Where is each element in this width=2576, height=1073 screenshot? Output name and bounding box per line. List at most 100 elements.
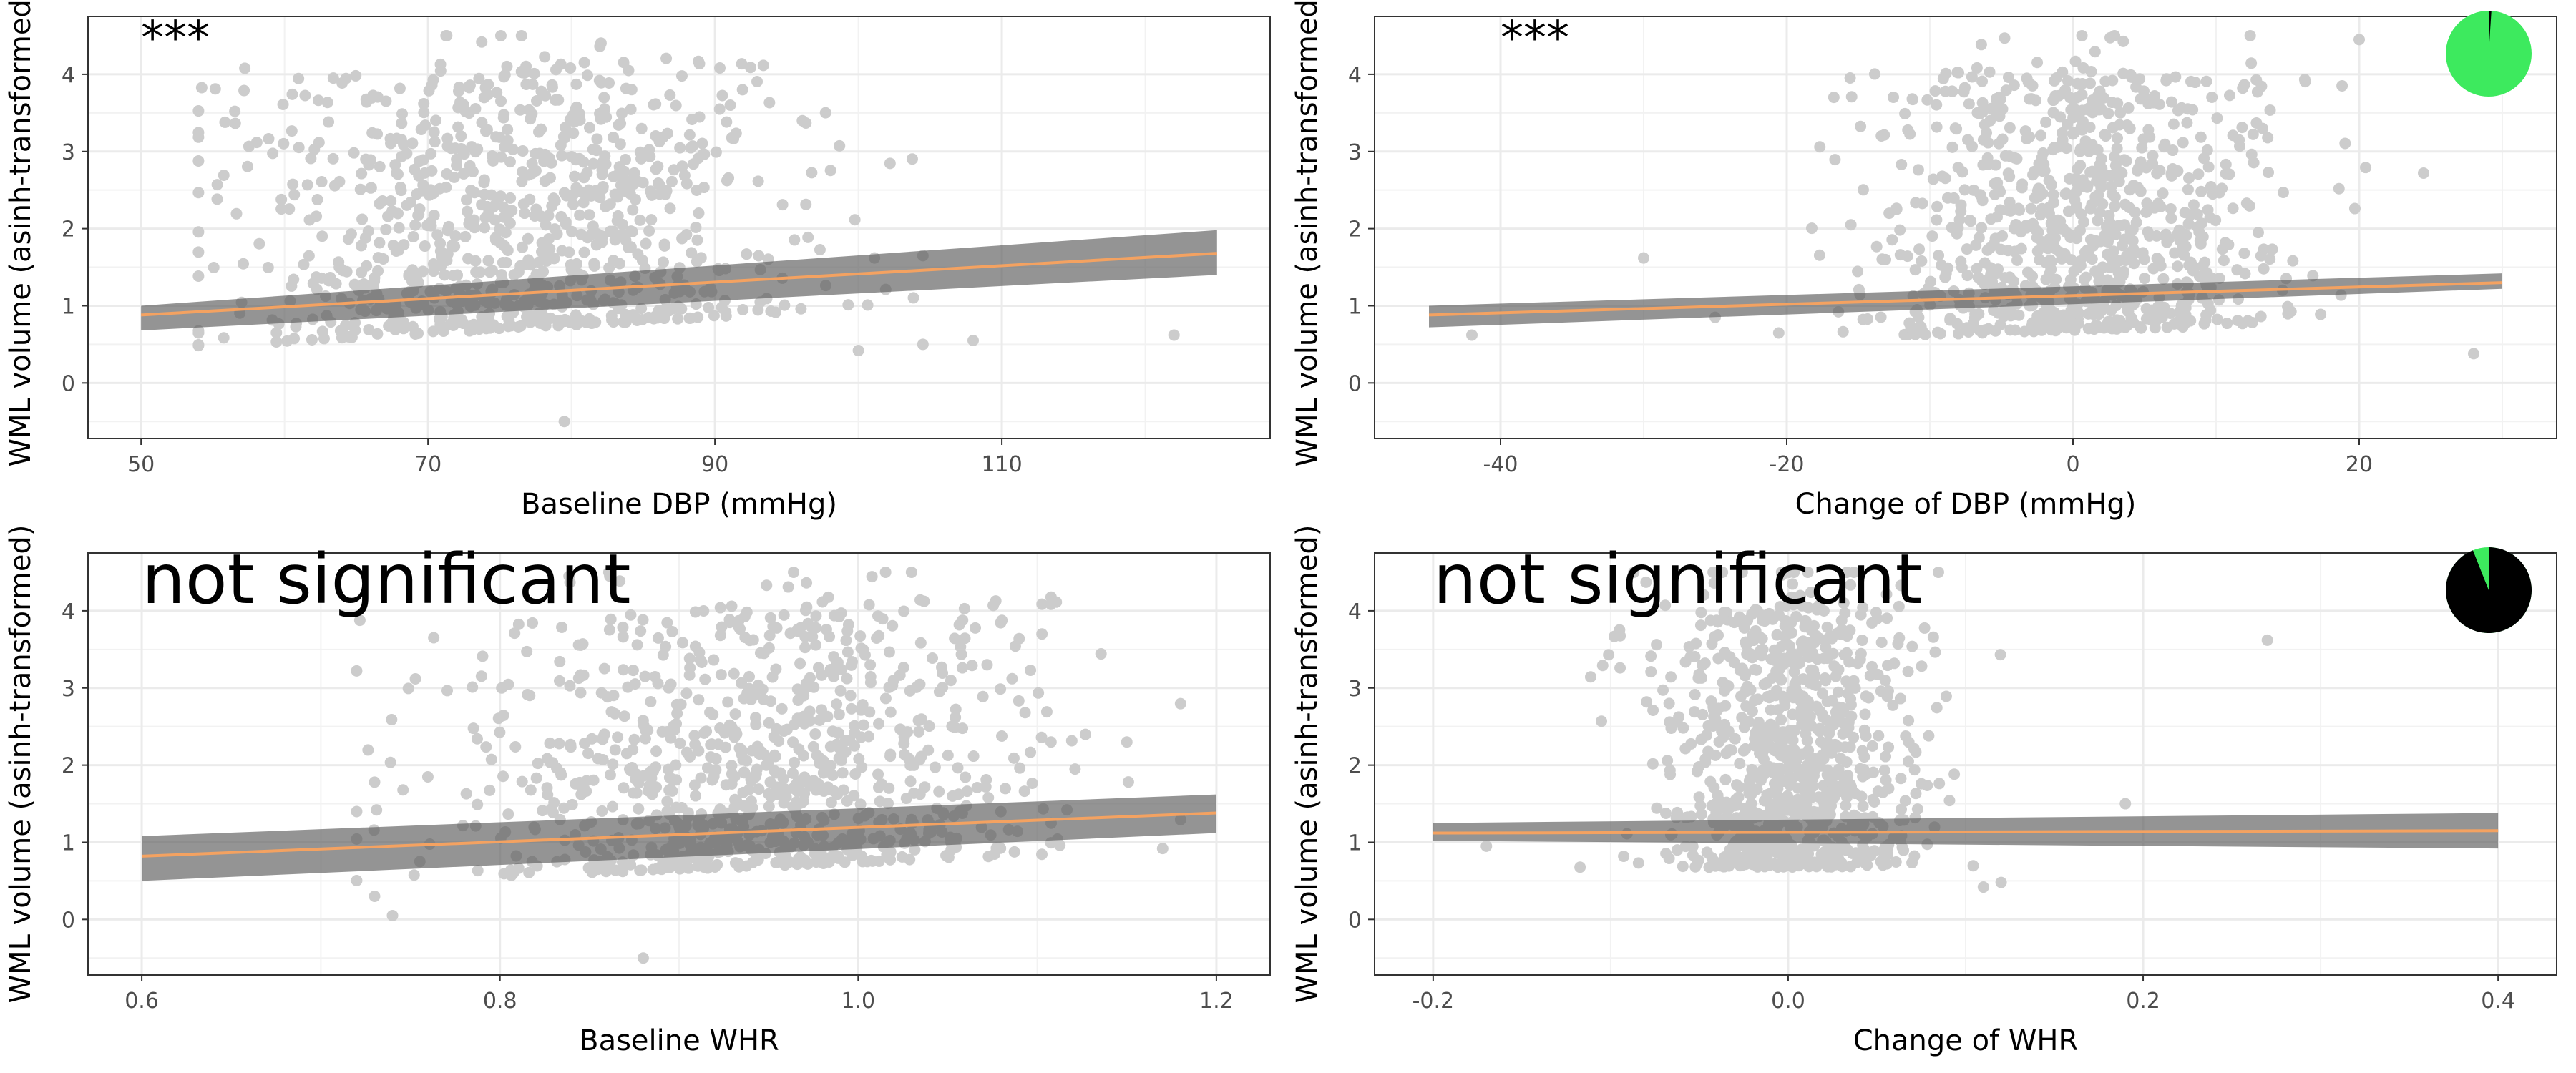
data-point bbox=[587, 143, 599, 155]
data-point bbox=[1822, 736, 1834, 748]
data-point bbox=[305, 152, 317, 165]
data-point bbox=[2261, 634, 2273, 646]
data-point bbox=[670, 99, 682, 112]
data-point bbox=[374, 197, 386, 210]
data-point bbox=[441, 685, 454, 697]
significance-annotation: *** bbox=[1501, 12, 1569, 65]
data-point bbox=[1736, 712, 1748, 724]
data-point bbox=[1907, 94, 1919, 106]
data-point bbox=[1480, 840, 1493, 852]
data-point bbox=[1875, 685, 1887, 697]
data-point bbox=[539, 51, 551, 63]
data-point bbox=[1835, 753, 1847, 765]
data-point bbox=[1848, 566, 1860, 578]
data-point bbox=[703, 302, 715, 314]
data-point bbox=[1730, 779, 1742, 791]
data-point bbox=[575, 788, 587, 800]
data-point bbox=[933, 785, 945, 798]
data-point bbox=[2026, 270, 2039, 283]
data-point bbox=[1699, 657, 1711, 670]
data-point bbox=[377, 253, 389, 265]
data-point bbox=[845, 659, 857, 671]
data-point bbox=[2012, 202, 2024, 215]
data-point bbox=[363, 323, 375, 335]
data-point bbox=[1875, 637, 1888, 649]
data-point bbox=[799, 717, 811, 730]
data-point bbox=[2145, 314, 2157, 326]
data-point bbox=[615, 170, 627, 182]
data-point bbox=[1812, 723, 1824, 735]
data-point bbox=[2114, 119, 2126, 131]
data-point bbox=[765, 790, 777, 803]
data-point bbox=[2211, 313, 2223, 325]
data-point bbox=[689, 640, 701, 652]
data-point bbox=[2187, 104, 2199, 116]
data-point bbox=[464, 160, 476, 172]
panel-1: 0 1 2 3 4 50 70 90 110 Baseline DBP (mmHg) WML vol… bbox=[4, 0, 1271, 521]
data-point bbox=[2157, 273, 2170, 285]
data-point bbox=[2078, 216, 2090, 228]
data-point bbox=[2287, 255, 2299, 267]
data-point bbox=[316, 230, 328, 242]
data-point bbox=[404, 196, 416, 208]
data-point bbox=[864, 659, 877, 671]
data-point bbox=[905, 566, 917, 578]
data-point bbox=[688, 779, 701, 791]
data-point bbox=[1893, 600, 1905, 612]
data-point bbox=[2013, 309, 2025, 321]
data-point bbox=[467, 722, 479, 735]
data-point bbox=[2137, 133, 2150, 145]
data-point bbox=[2227, 202, 2239, 215]
data-point bbox=[1065, 735, 1078, 747]
data-point bbox=[814, 244, 826, 256]
data-point bbox=[495, 95, 507, 107]
data-point bbox=[980, 780, 992, 793]
data-point bbox=[663, 858, 675, 871]
data-point bbox=[2132, 182, 2144, 194]
data-point bbox=[661, 795, 673, 808]
data-point bbox=[1787, 578, 1799, 590]
data-point bbox=[1689, 689, 1701, 701]
data-point bbox=[2200, 315, 2212, 327]
data-point bbox=[1840, 800, 1852, 812]
data-point bbox=[556, 150, 568, 162]
data-point bbox=[625, 609, 637, 621]
data-point bbox=[1614, 662, 1626, 674]
data-point bbox=[659, 188, 671, 200]
data-point bbox=[1584, 671, 1596, 683]
data-point bbox=[1962, 134, 1974, 146]
data-point bbox=[1894, 692, 1906, 705]
data-point bbox=[452, 313, 464, 325]
data-point bbox=[918, 595, 930, 607]
data-point bbox=[2153, 255, 2165, 267]
data-point bbox=[2264, 104, 2276, 116]
data-point bbox=[2057, 127, 2069, 139]
data-point bbox=[1663, 697, 1675, 710]
significance-annotation: *** bbox=[141, 12, 210, 65]
data-point bbox=[537, 805, 549, 817]
data-point bbox=[2029, 192, 2041, 204]
data-point bbox=[686, 247, 698, 259]
data-point bbox=[2004, 122, 2016, 134]
data-point bbox=[1902, 755, 1914, 768]
data-point bbox=[1777, 690, 1789, 702]
data-point bbox=[395, 151, 407, 163]
data-point bbox=[2064, 231, 2077, 243]
data-point bbox=[635, 122, 648, 134]
data-point bbox=[1895, 773, 1907, 785]
data-point bbox=[1994, 204, 2006, 216]
data-point bbox=[736, 58, 748, 70]
data-point bbox=[852, 345, 864, 357]
data-point bbox=[575, 228, 587, 240]
data-point bbox=[1958, 184, 1971, 196]
data-point bbox=[565, 263, 577, 275]
data-point bbox=[350, 69, 362, 82]
data-point bbox=[806, 631, 819, 643]
data-point bbox=[2059, 188, 2072, 200]
data-point bbox=[558, 187, 570, 199]
data-point bbox=[1993, 137, 2005, 150]
data-point bbox=[631, 639, 643, 651]
data-point bbox=[429, 136, 441, 148]
data-point bbox=[1910, 788, 1922, 800]
data-point bbox=[1951, 123, 1963, 135]
